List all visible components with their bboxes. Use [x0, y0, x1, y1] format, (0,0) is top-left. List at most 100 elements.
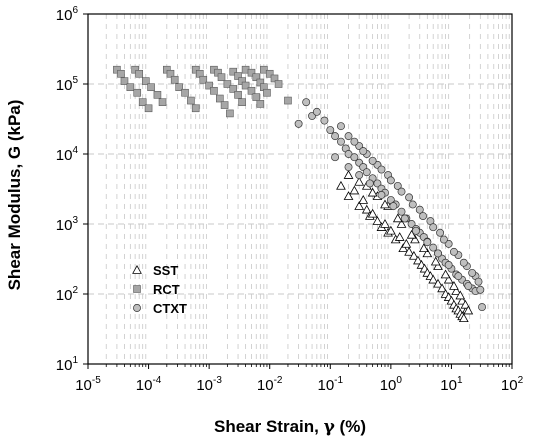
rct-point: [229, 85, 238, 93]
ctxt-point: [434, 249, 442, 258]
rct-point: [147, 83, 155, 92]
axes-layer: 10-5 10-4 10-3 10-2 10-1 100 101 102 101 102 103 10…: [56, 5, 524, 394]
ctxt-point: [405, 193, 414, 202]
sst-point: [349, 185, 360, 195]
ctxt-point: [459, 258, 468, 267]
rct-point: [199, 75, 208, 84]
x-tick-label: 10-2: [257, 375, 283, 394]
x-tick-label: 10-3: [196, 375, 222, 394]
rct-point: [153, 91, 162, 99]
rct-point: [141, 77, 150, 85]
rct-point: [126, 83, 135, 92]
sst-point: [336, 180, 346, 190]
ctxt-point: [350, 153, 359, 162]
ctxt-point: [331, 153, 340, 162]
ctxt-point: [350, 137, 359, 146]
sst-point: [451, 286, 462, 295]
rct-point: [229, 67, 238, 76]
ctxt-point: [302, 98, 311, 107]
ctxt-point: [373, 179, 382, 188]
ctxt-point: [312, 107, 321, 116]
sst-point: [418, 243, 429, 253]
sst-point: [380, 199, 390, 209]
rct-point: [175, 83, 183, 92]
x-tick-label: 10-4: [136, 375, 162, 394]
rct-point: [263, 88, 271, 97]
ctxt-point: [439, 235, 448, 244]
ctxt-point: [412, 226, 420, 235]
ctxt-point: [337, 122, 345, 131]
rct-point: [191, 65, 200, 74]
rct-point: [223, 80, 232, 88]
legend-marker-sst: [132, 264, 142, 274]
data-layer: [113, 65, 486, 323]
rct-point: [260, 65, 268, 74]
rct-point: [226, 109, 234, 118]
x-tick-label: 101: [440, 375, 463, 394]
sst-point: [428, 274, 439, 284]
sst-point: [463, 305, 474, 315]
ctxt-point: [389, 202, 398, 211]
ctxt-point: [449, 247, 458, 256]
grid-layer: [88, 14, 512, 364]
rct-point: [117, 69, 125, 78]
sst-point: [410, 234, 420, 244]
rct-point: [170, 75, 179, 84]
x-tick-label: 102: [501, 375, 524, 394]
x-axis-label-unit: (%): [335, 417, 366, 436]
ctxt-point: [415, 205, 424, 214]
y-tick-label: 106: [56, 5, 79, 24]
ctxt-point: [337, 137, 345, 146]
ctxt-point: [368, 156, 377, 165]
sst-point: [433, 278, 443, 288]
sst-point: [430, 256, 441, 266]
sst-point: [343, 191, 354, 200]
rct-point: [241, 81, 250, 90]
ctxt-point: [397, 207, 406, 216]
sst-point: [460, 299, 471, 309]
rct-point: [135, 69, 143, 78]
sst-point: [398, 243, 409, 253]
legend-item-ctxt: CTXT: [133, 301, 187, 316]
ctxt-point: [444, 261, 453, 269]
sst-point: [458, 313, 469, 323]
sst-point: [358, 195, 369, 204]
x-axis-label-main: Shear Strain,: [214, 417, 324, 436]
y-tick-label: 105: [56, 75, 79, 94]
sst-point: [380, 218, 390, 228]
ctxt-point: [320, 116, 329, 125]
ctxt-point: [362, 168, 371, 177]
rct-point: [220, 101, 229, 109]
rct-point: [133, 88, 142, 97]
sst-point: [394, 232, 405, 241]
sst-point: [401, 238, 412, 248]
rct-point: [210, 86, 218, 95]
ctxt-point: [468, 268, 477, 277]
rct-point: [247, 68, 256, 77]
sst-point: [385, 225, 396, 235]
ctxt-point: [419, 212, 427, 220]
ctxt-point: [377, 191, 386, 199]
rct-point: [284, 96, 292, 105]
sst-point: [404, 246, 414, 256]
ctxt-point: [377, 165, 386, 174]
x-tick-label: 10-5: [75, 375, 101, 394]
rct-point: [238, 98, 246, 106]
rct-point: [270, 74, 279, 83]
sst-point: [443, 274, 454, 284]
rct-point: [274, 80, 283, 88]
legend-label-sst: SST: [153, 263, 178, 278]
rct-point: [166, 69, 175, 78]
y-axis-label: Shear Modulus, G (kPa): [5, 100, 24, 291]
sst-point: [354, 176, 365, 186]
sst-point: [440, 269, 451, 279]
sst-point: [354, 201, 365, 210]
sst-point: [372, 216, 383, 225]
ctxt-point: [294, 119, 303, 128]
rct-point: [217, 73, 226, 82]
ctxt-point: [344, 132, 353, 141]
ctxt-point: [423, 238, 432, 247]
x-axis-label-symbol: γ: [324, 417, 336, 437]
legend-marker-rct: [133, 285, 141, 293]
